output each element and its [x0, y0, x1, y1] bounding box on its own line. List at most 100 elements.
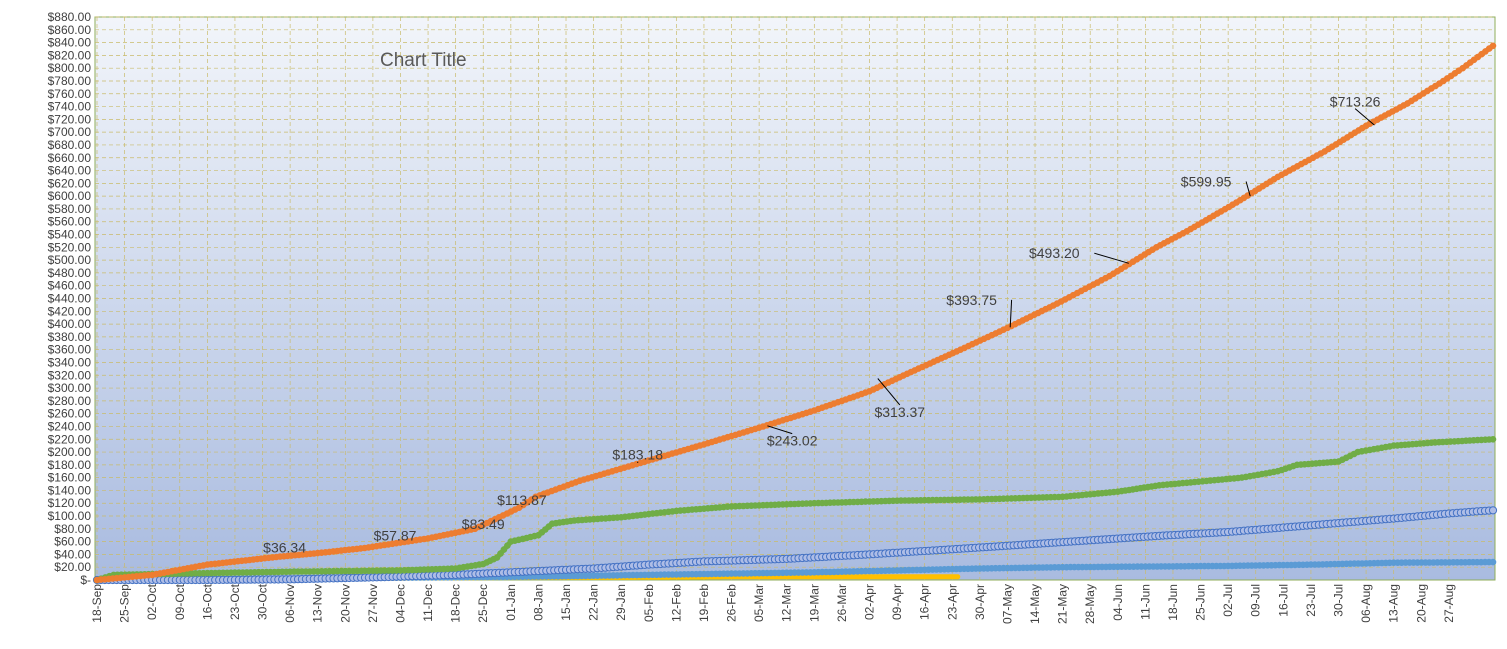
x-tick-label: 25-Sep — [118, 584, 132, 623]
x-tick-label: 06-Aug — [1359, 584, 1373, 623]
x-tick-label: 12-Feb — [669, 584, 683, 622]
y-tick-label: $480.00 — [48, 266, 92, 280]
x-tick-label: 18-Sep — [90, 584, 104, 623]
x-tick-label: 01-Jan — [504, 584, 518, 621]
x-tick-label: 22-Jan — [587, 584, 601, 621]
y-tick-label: $620.00 — [48, 176, 92, 190]
y-tick-label: $700.00 — [48, 125, 92, 139]
x-tick-label: 13-Aug — [1387, 584, 1401, 623]
y-tick-label: $240.00 — [48, 419, 92, 433]
y-tick-label: $280.00 — [48, 394, 92, 408]
y-tick-label: $780.00 — [48, 74, 92, 88]
x-tick-label: 09-Apr — [890, 584, 904, 620]
y-tick-label: $760.00 — [48, 87, 92, 101]
y-tick-label: $540.00 — [48, 228, 92, 242]
y-tick-label: $720.00 — [48, 112, 92, 126]
x-tick-label: 16-Apr — [918, 584, 932, 620]
x-tick-label: 08-Jan — [531, 584, 545, 621]
x-axis: 18-Sep 25-Sep 02-Oct 09-Oct 16-Oct 23-Oct 30-O… — [90, 583, 1456, 624]
x-tick-label: 02-Jul — [1221, 584, 1235, 617]
y-tick-label: $20.00 — [54, 560, 91, 574]
label-leader-line — [1009, 299, 1013, 328]
data-label: $113.87 — [497, 492, 547, 508]
x-tick-label: 25-Jun — [1194, 584, 1208, 621]
x-tick-label: 13-Nov — [311, 584, 325, 623]
data-label-text: $243.02 — [767, 433, 818, 449]
y-tick-label: $680.00 — [48, 138, 92, 152]
y-tick-label: $440.00 — [48, 292, 92, 306]
x-tick-label: 06-Nov — [283, 584, 297, 623]
data-label: $713.26 — [1330, 94, 1381, 126]
x-tick-label: 19-Feb — [697, 584, 711, 622]
data-label: $83.49 — [462, 516, 505, 532]
data-labels: $36.34 $57.87 $83.49 $113.87 $183.18 $243.02 $… — [263, 94, 1380, 556]
y-tick-label: $580.00 — [48, 202, 92, 216]
x-tick-label: 23-Jul — [1304, 584, 1318, 617]
x-tick-label: 28-May — [1083, 584, 1097, 624]
y-tick-label: $560.00 — [48, 215, 92, 229]
x-tick-label: 26-Mar — [835, 584, 849, 622]
x-tick-label: 20-Aug — [1414, 584, 1428, 623]
data-label: $57.87 — [374, 527, 417, 543]
label-leader-line — [767, 425, 793, 435]
data-point — [500, 546, 508, 553]
y-tick-label: $500.00 — [48, 253, 92, 267]
data-label-text: $393.75 — [946, 292, 997, 308]
x-tick-label: 18-Dec — [449, 584, 463, 623]
series-line — [93, 436, 1497, 584]
data-label-text: $113.87 — [497, 492, 547, 508]
y-tick-label: $160.00 — [48, 471, 92, 485]
y-tick-label: $- — [80, 573, 91, 587]
data-point — [493, 554, 501, 561]
y-tick-label: $600.00 — [48, 189, 92, 203]
data-label: $36.34 — [263, 540, 306, 556]
y-tick-label: $140.00 — [48, 483, 92, 497]
x-tick-label: 27-Nov — [366, 584, 380, 623]
data-point — [1488, 506, 1498, 515]
data-label-text: $313.37 — [874, 404, 925, 420]
x-tick-label: 23-Oct — [228, 583, 242, 620]
y-tick-label: $860.00 — [48, 23, 92, 37]
x-tick-label: 29-Jan — [614, 584, 628, 621]
x-tick-label: 30-Apr — [973, 584, 987, 620]
data-label: $599.95 — [1181, 174, 1251, 197]
data-label-text: $83.49 — [462, 516, 505, 532]
label-leader-line — [1354, 108, 1375, 126]
data-point — [1489, 42, 1497, 50]
y-tick-label: $380.00 — [48, 330, 92, 344]
y-tick-label: $400.00 — [48, 317, 92, 331]
x-tick-label: 26-Feb — [725, 584, 739, 622]
y-tick-label: $40.00 — [54, 547, 91, 561]
x-tick-label: 09-Oct — [173, 583, 187, 620]
series-line — [93, 42, 1497, 584]
y-tick-label: $420.00 — [48, 304, 92, 318]
data-label-text: $713.26 — [1330, 94, 1381, 110]
data-label-text: $183.18 — [612, 447, 663, 463]
y-tick-label: $660.00 — [48, 151, 92, 165]
y-tick-label: $800.00 — [48, 61, 92, 75]
chart-title: Chart Title — [380, 50, 467, 71]
data-label: $393.75 — [946, 292, 1013, 328]
x-tick-label: 18-Jun — [1166, 584, 1180, 621]
data-point — [1489, 558, 1497, 566]
y-tick-label: $740.00 — [48, 100, 92, 114]
x-tick-label: 25-Dec — [476, 584, 490, 623]
data-point — [1489, 436, 1497, 443]
series-line — [92, 506, 1498, 585]
y-tick-label: $220.00 — [48, 432, 92, 446]
series-group — [92, 42, 1498, 585]
y-tick-label: $200.00 — [48, 445, 92, 459]
y-tick-label: $460.00 — [48, 279, 92, 293]
data-label-text: $599.95 — [1181, 174, 1232, 190]
x-tick-label: 27-Aug — [1442, 584, 1456, 623]
x-tick-label: 12-Mar — [780, 584, 794, 622]
y-tick-label: $360.00 — [48, 343, 92, 357]
data-label-text: $57.87 — [374, 527, 417, 543]
y-tick-label: $120.00 — [48, 496, 92, 510]
y-tick-label: $640.00 — [48, 164, 92, 178]
x-tick-label: 02-Apr — [862, 584, 876, 620]
x-tick-label: 04-Jun — [1111, 584, 1125, 621]
y-tick-label: $840.00 — [48, 36, 92, 50]
